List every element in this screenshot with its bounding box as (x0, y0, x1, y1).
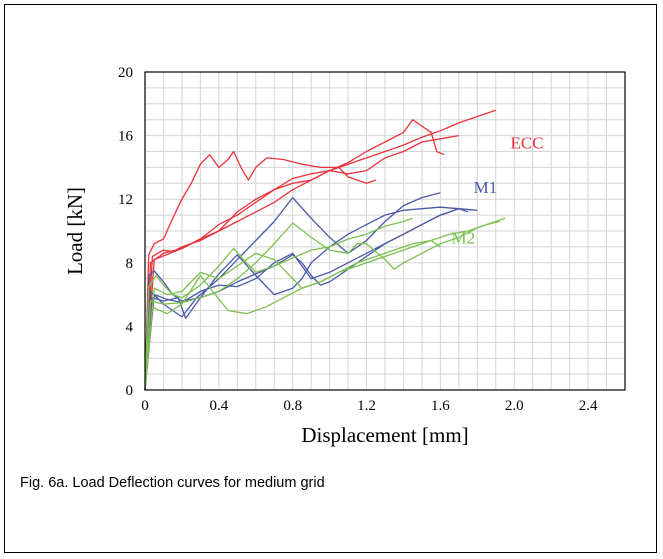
x-tick-label: 1.6 (431, 398, 450, 414)
x-axis-label: Displacement [mm] (301, 423, 468, 447)
series-label-m2: M2 (451, 229, 475, 248)
series-line-m2 (144, 217, 506, 391)
x-tick-label: 1.2 (357, 398, 376, 414)
series-labels: ECC M1 M2 (451, 133, 543, 247)
x-tick-label: 2.0 (505, 398, 524, 414)
series-line-ecc (144, 134, 459, 391)
x-tick-label: 0.8 (283, 398, 302, 414)
figure-caption: Fig. 6a. Load Deflection curves for medi… (20, 475, 325, 491)
y-tick-label: 16 (118, 129, 134, 145)
series-line-ecc (144, 109, 497, 391)
series-line-m1 (144, 192, 441, 391)
series-layer (144, 109, 506, 391)
series-line-ecc (144, 150, 377, 391)
x-tick-label: 0.4 (209, 398, 228, 414)
x-tick-label: 2.4 (579, 398, 598, 414)
series-label-m1: M1 (474, 178, 498, 197)
grid (145, 72, 625, 390)
y-tick-label: 20 (118, 65, 133, 81)
series-line-m2 (144, 217, 413, 391)
y-tick-label: 8 (126, 256, 134, 272)
y-tick-label: 12 (118, 192, 133, 208)
series-line-m1 (144, 208, 460, 391)
y-tick-label: 0 (126, 383, 134, 399)
series-line-m2 (144, 239, 441, 391)
y-axis-label: Load [kN] (63, 187, 87, 275)
plot-border (144, 71, 626, 391)
x-tick-label: 0 (141, 398, 149, 414)
series-label-ecc: ECC (511, 133, 544, 152)
y-tick-label: 4 (126, 319, 134, 335)
ticks: 0 0.4 0.8 1.2 1.6 2.0 2.4 0 4 8 12 16 20 (118, 65, 598, 414)
